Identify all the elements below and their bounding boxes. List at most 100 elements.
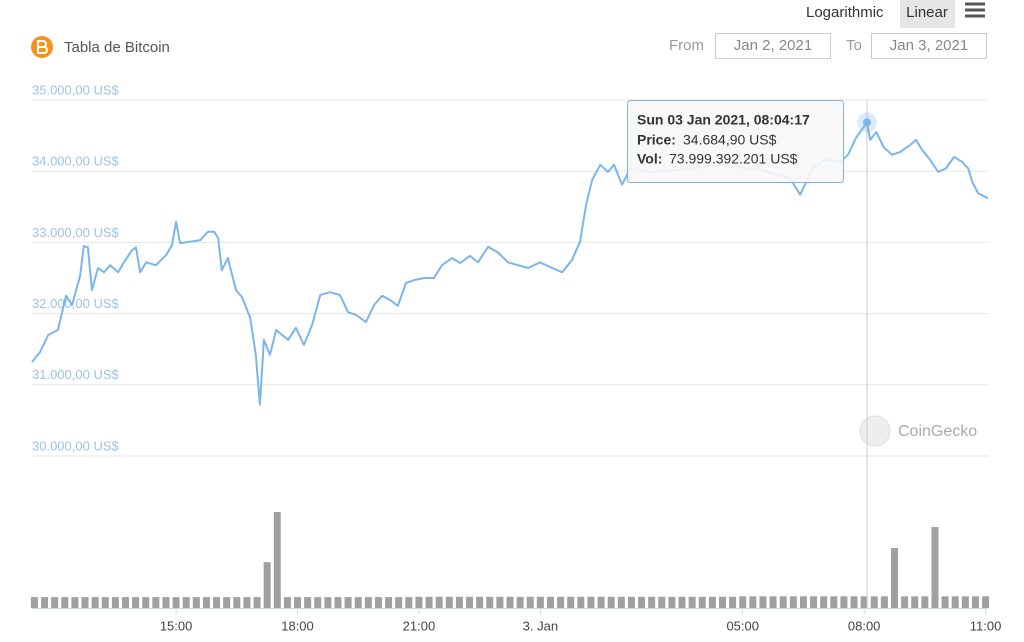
volume-bar <box>101 597 109 608</box>
volume-bar <box>132 597 140 608</box>
volume-bar <box>506 596 514 608</box>
tooltip-vol-label: Vol: <box>637 151 662 167</box>
volume-bar <box>789 596 797 608</box>
x-tick-label: 15:00 <box>160 618 193 633</box>
volume-bar <box>486 596 494 608</box>
volume-bar <box>71 597 79 608</box>
volume-bar <box>668 596 676 608</box>
y-tick-label: 33.000,00 US$ <box>32 225 120 240</box>
price-line <box>31 121 989 406</box>
y-tick-label: 35.000,00 US$ <box>32 82 120 97</box>
volume-bar <box>425 596 433 608</box>
volume-bar <box>850 596 858 608</box>
menu-icon[interactable] <box>965 2 985 18</box>
volume-bar <box>172 597 180 608</box>
volume-bar <box>961 596 969 608</box>
volume-bar <box>192 597 200 608</box>
bitcoin-glyph <box>37 40 48 54</box>
y-tick-label: 31.000,00 US$ <box>32 367 120 382</box>
volume-bar <box>820 596 828 608</box>
to-value: Jan 3, 2021 <box>890 37 968 54</box>
volume-bar <box>678 596 686 608</box>
linear-button-bg[interactable] <box>900 0 955 28</box>
volume-bar <box>880 596 888 608</box>
volume-bar <box>870 596 878 608</box>
volume-bar <box>901 596 909 608</box>
volume-bar <box>557 596 565 608</box>
volume-bar <box>364 597 372 608</box>
volume-bar <box>496 596 504 608</box>
to-input[interactable] <box>871 33 987 59</box>
volume-bar <box>304 597 312 608</box>
volume-bar <box>982 596 990 608</box>
volume-bar <box>213 597 221 608</box>
volume-bar <box>577 596 585 608</box>
from-label: From <box>669 37 704 54</box>
y-tick-label: 30.000,00 US$ <box>32 438 120 453</box>
y-tick-label: 32.000,00 US$ <box>32 296 120 311</box>
volume-bar <box>536 596 544 608</box>
volume-bar <box>243 597 251 608</box>
x-tick-label: 08:00 <box>848 618 881 633</box>
x-tick-label: 3. Jan <box>523 618 558 633</box>
volume-bar <box>840 596 848 608</box>
volume-bar <box>374 597 382 608</box>
volume-bar <box>294 597 302 608</box>
hover-point <box>862 118 871 127</box>
volume-bar <box>951 596 959 608</box>
volume-bar <box>455 596 463 608</box>
volume-bar <box>718 596 726 608</box>
chart-title: Tabla de Bitcoin <box>64 39 170 56</box>
volume-bar <box>860 596 868 608</box>
volume-bar <box>415 596 423 608</box>
volume-bar <box>142 597 150 608</box>
volume-bar <box>81 597 89 608</box>
volume-bar <box>546 596 554 608</box>
x-tick-label: 18:00 <box>281 618 314 633</box>
volume-bar <box>111 597 119 608</box>
log-button[interactable]: Logarithmic <box>806 4 884 21</box>
volume-bar <box>314 597 322 608</box>
volume-bar <box>324 597 332 608</box>
volume-bar <box>971 596 979 608</box>
tooltip-box <box>627 100 844 183</box>
volume-bar <box>658 596 666 608</box>
x-tick-label: 05:00 <box>726 618 759 633</box>
volume-bar <box>405 597 413 608</box>
volume-bar <box>587 596 595 608</box>
y-tick-label: 34.000,00 US$ <box>32 154 120 169</box>
volume-bar <box>273 512 281 608</box>
volume-bar <box>729 596 737 608</box>
volume-bar <box>385 597 393 608</box>
volume-bar <box>739 596 747 608</box>
volume-bar <box>921 596 929 608</box>
volume-bar <box>810 596 818 608</box>
tooltip-price: 34.684,90 US$ <box>683 132 777 148</box>
volume-bar <box>891 548 899 608</box>
x-tick-label: 21:00 <box>403 618 436 633</box>
volume-bar <box>354 597 362 608</box>
from-value: Jan 2, 2021 <box>734 37 812 54</box>
volume-bar <box>648 596 656 608</box>
volume-bar <box>941 596 949 608</box>
volume-bar <box>759 596 767 608</box>
volume-bar <box>638 596 646 608</box>
volume-bar <box>688 596 696 608</box>
volume-bar <box>749 596 757 608</box>
volume-bar <box>51 597 59 608</box>
volume-bar <box>779 596 787 608</box>
from-input[interactable] <box>715 33 831 59</box>
volume-bar <box>617 596 625 608</box>
volume-bar <box>61 597 69 608</box>
volume-bar <box>931 527 939 608</box>
volume-bar <box>445 596 453 608</box>
volume-bar <box>263 562 271 608</box>
volume-bar <box>395 597 403 608</box>
volume-bar <box>476 596 484 608</box>
linear-button[interactable]: Linear <box>906 4 948 21</box>
volume-bar <box>466 596 474 608</box>
volume-bar <box>607 596 615 608</box>
to-label: To <box>846 37 862 54</box>
